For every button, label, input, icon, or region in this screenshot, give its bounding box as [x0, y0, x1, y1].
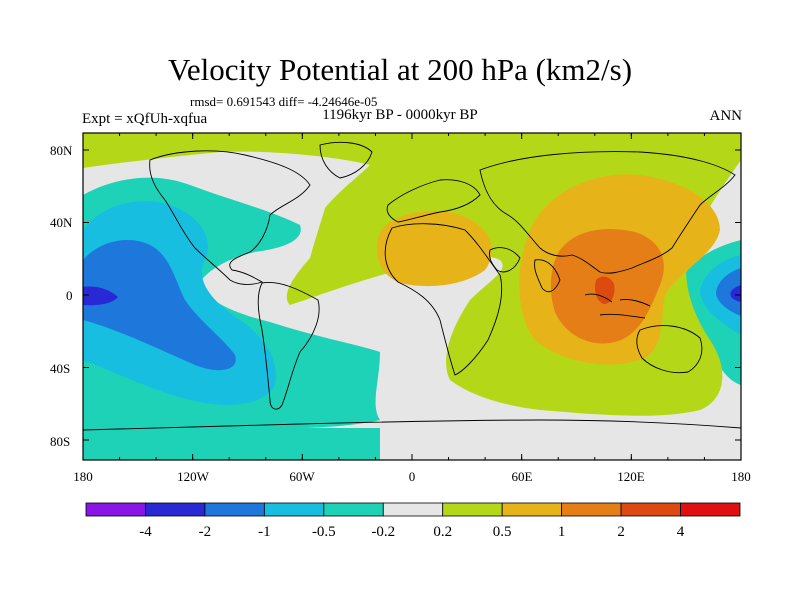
- colorbar-label: 1: [558, 524, 566, 540]
- x-tick-label: 0: [409, 469, 416, 484]
- page-title: Velocity Potential at 200 hPa (km2/s): [167, 52, 633, 87]
- colorbar-swatch: [145, 502, 206, 517]
- y-tick-label: 40N: [50, 215, 73, 230]
- negative-region-bottom: [83, 428, 380, 460]
- colorbar-label: -4: [139, 524, 152, 540]
- colorbar-swatch: [442, 502, 503, 517]
- colorbar-swatch: [561, 502, 622, 517]
- axis-ticks: [82, 133, 742, 460]
- colorbar-swatch: [323, 502, 384, 517]
- y-tick-label: 0: [66, 288, 73, 303]
- contour-fill: [83, 133, 741, 460]
- negative-east-high: [716, 268, 741, 316]
- y-axis-labels: 80N 40N 0 40S 80S: [50, 143, 73, 449]
- colorbar-label: 0.5: [493, 524, 512, 540]
- colorbar-swatch: [382, 502, 444, 517]
- experiment-label: Expt = xQfUh-xqfua: [82, 111, 208, 127]
- colorbar-swatch: [680, 502, 741, 517]
- colorbar-swatch: [85, 502, 146, 517]
- season-label: ANN: [709, 108, 743, 124]
- x-tick-label: 180: [731, 469, 751, 484]
- negative-east-higher: [730, 285, 741, 302]
- negative-region-high: [83, 240, 236, 371]
- colorbar-label: -1: [258, 524, 271, 540]
- colorbar-label: -0.5: [312, 524, 336, 540]
- colorbar-swatch: [263, 502, 325, 517]
- x-tick-label: 60E: [512, 469, 533, 484]
- positive-region-asia-higher: [594, 276, 615, 304]
- colorbar-label: 0.2: [433, 524, 452, 540]
- y-tick-label: 80N: [50, 143, 73, 158]
- stats-text: rmsd= 0.691543 diff= -4.24646e-05: [190, 94, 378, 109]
- negative-region-higher: [83, 286, 118, 306]
- colorbar-swatch: [620, 502, 681, 517]
- colorbar: -4 -2 -1 -0.5 -0.2 0.2 0.5 1 2 4: [85, 502, 741, 540]
- colorbar-label: 2: [617, 524, 625, 540]
- y-tick-label: 40S: [50, 361, 70, 376]
- x-axis-labels: 180 120W 60W 0 60E 120E 180: [73, 469, 751, 484]
- colorbar-swatch: [501, 502, 563, 517]
- colorbar-label: -2: [199, 524, 212, 540]
- x-tick-label: 180: [73, 469, 93, 484]
- y-tick-label: 80S: [50, 434, 70, 449]
- x-tick-label: 120W: [177, 469, 210, 484]
- colorbar-label: 4: [677, 524, 685, 540]
- coastlines: [83, 141, 741, 431]
- colorbar-label: -0.2: [371, 524, 395, 540]
- colorbar-swatch: [204, 502, 265, 517]
- x-tick-label: 120E: [617, 469, 645, 484]
- period-text: 1196kyr BP - 0000kyr BP: [322, 107, 478, 123]
- positive-region-africa: [376, 211, 492, 287]
- x-tick-label: 60W: [289, 469, 315, 484]
